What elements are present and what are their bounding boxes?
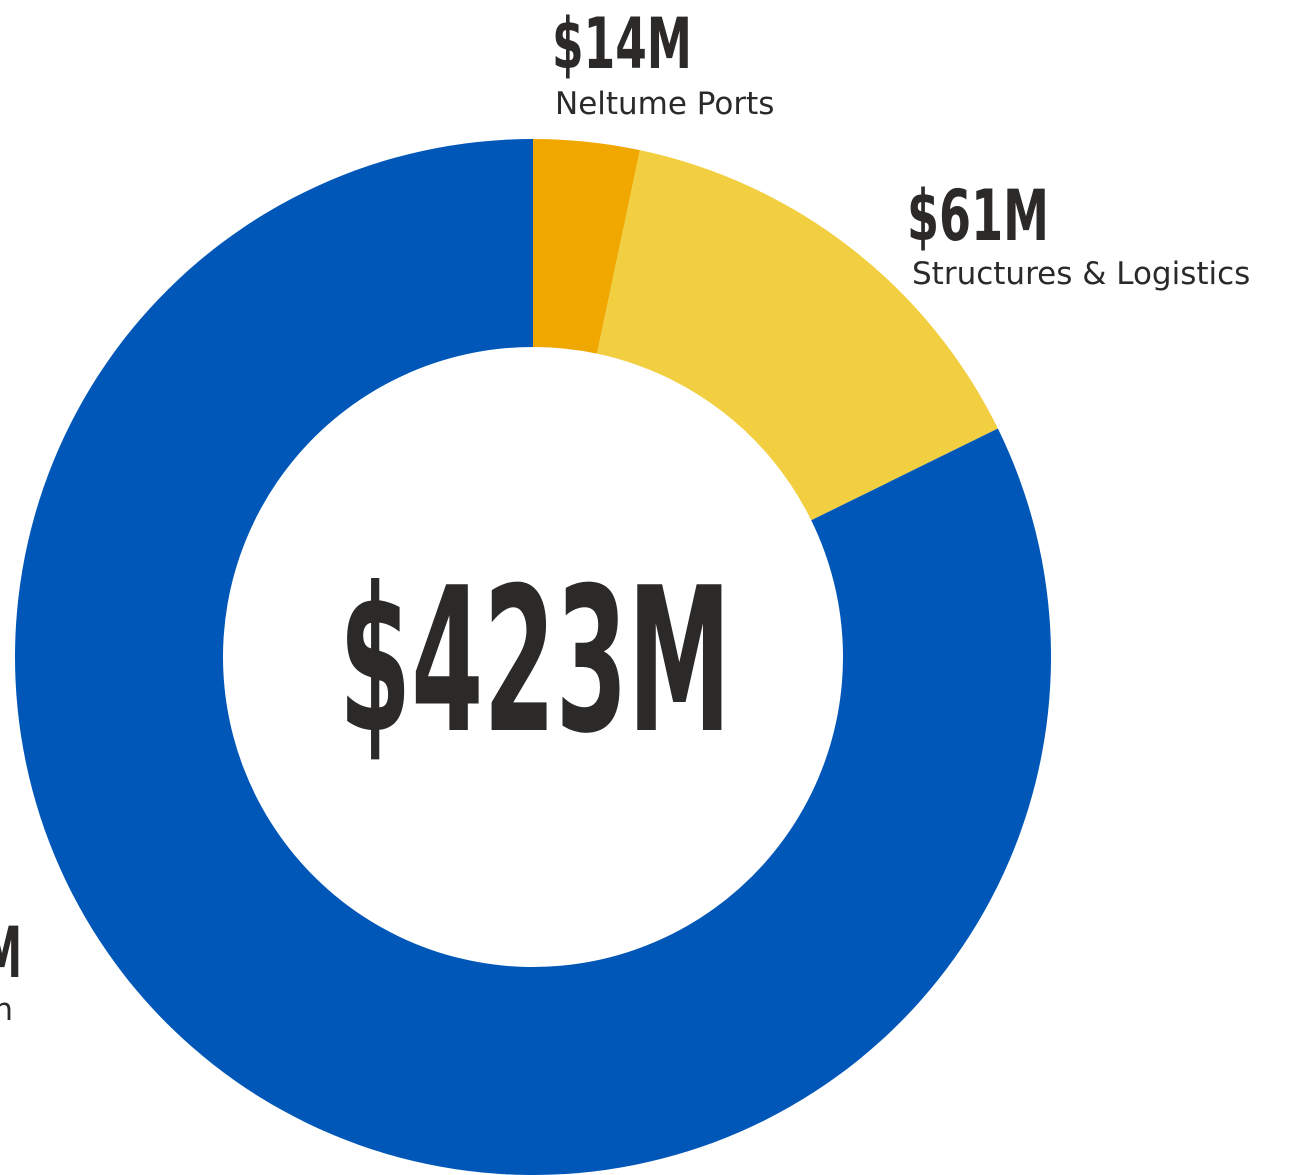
- value-label: $14M: [552, 3, 692, 85]
- value-label: $61M: [907, 175, 1049, 257]
- donut-segment: [15, 139, 1052, 1175]
- category-label: n: [0, 992, 13, 1028]
- category-label: Neltume Ports: [555, 86, 774, 122]
- category-label: Structures & Logistics: [912, 256, 1250, 292]
- donut-segment: [597, 150, 998, 521]
- center-label: $423M: [339, 545, 731, 778]
- donut-segment: [533, 139, 640, 354]
- value-label: M: [0, 912, 22, 994]
